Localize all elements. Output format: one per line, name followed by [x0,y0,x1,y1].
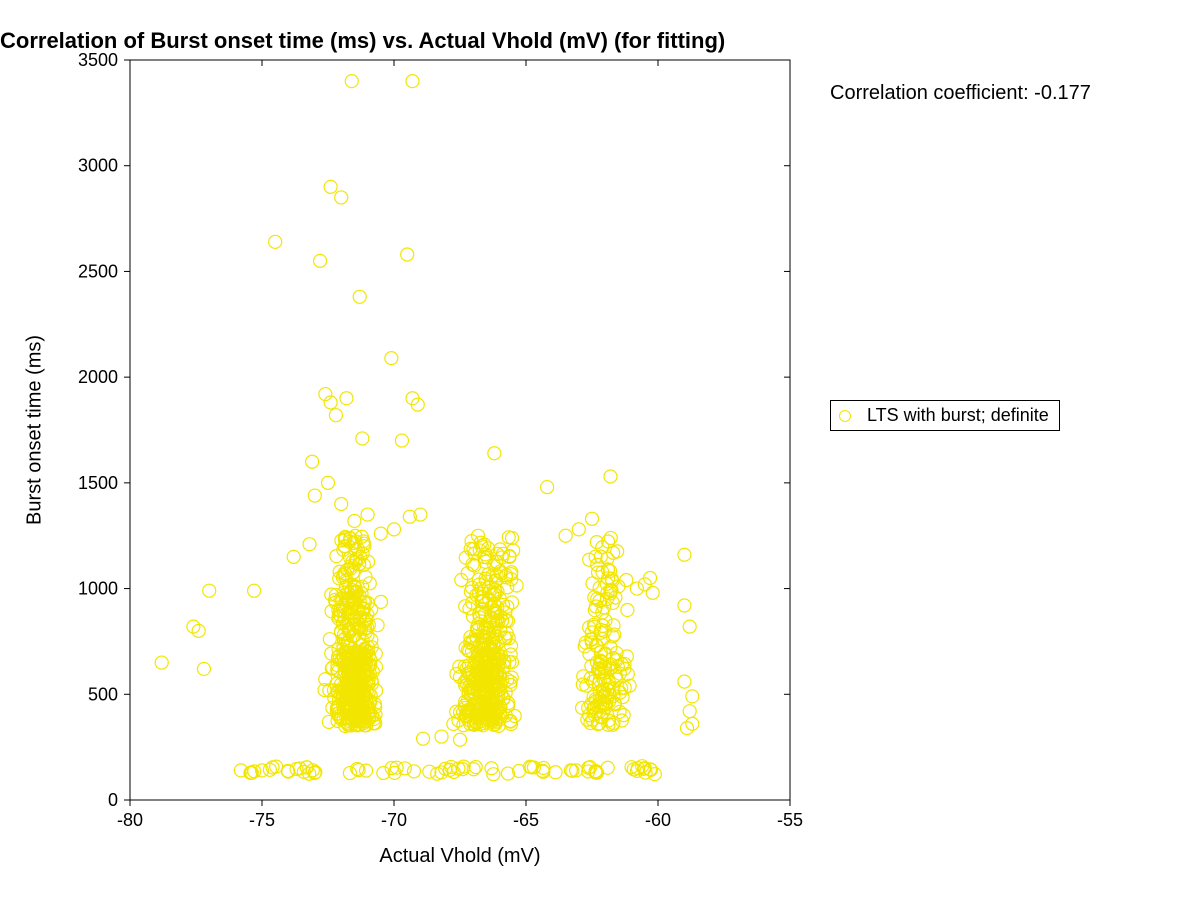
svg-text:-65: -65 [513,810,539,830]
y-axis-label: Burst onset time (ms) [24,335,47,525]
svg-text:-80: -80 [117,810,143,830]
svg-text:500: 500 [88,684,118,704]
svg-text:-55: -55 [777,810,803,830]
svg-text:1500: 1500 [78,473,118,493]
svg-text:2000: 2000 [78,367,118,387]
svg-text:1000: 1000 [78,579,118,599]
svg-text:-60: -60 [645,810,671,830]
svg-text:3000: 3000 [78,156,118,176]
svg-text:3500: 3500 [78,50,118,70]
x-axis-label: Actual Vhold (mV) [379,845,540,868]
scatter-plot: -80 -75 -70 -65 -60 -55 0 500 1000 1500 2000 2500 30… [0,0,1200,900]
svg-text:-75: -75 [249,810,275,830]
svg-text:-70: -70 [381,810,407,830]
legend: LTS with burst; definite [830,400,1060,431]
legend-label: LTS with burst; definite [867,405,1049,426]
svg-text:0: 0 [108,790,118,810]
legend-marker-icon [839,410,851,422]
svg-text:2500: 2500 [78,261,118,281]
